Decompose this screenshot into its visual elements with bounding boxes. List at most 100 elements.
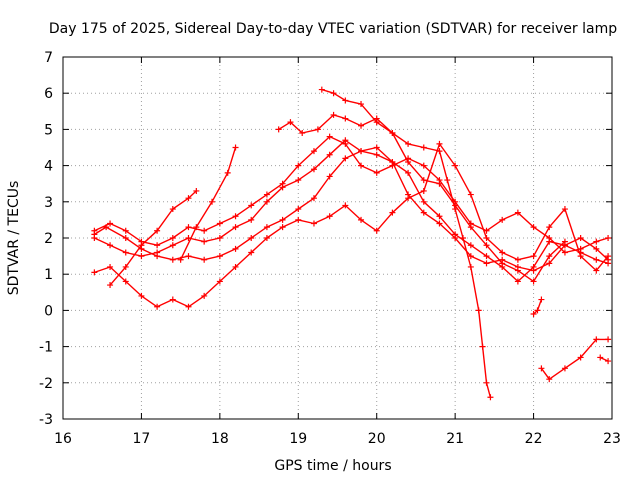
data-point-marker (483, 379, 490, 386)
data-point-marker (514, 256, 521, 263)
data-point-marker (232, 224, 239, 231)
data-point-marker (138, 292, 145, 299)
data-point-marker (326, 213, 333, 220)
data-point-marker (546, 224, 553, 231)
data-point-marker (248, 202, 255, 209)
x-tick-label: 22 (525, 431, 543, 447)
data-point-marker (514, 267, 521, 274)
data-point-marker (436, 148, 443, 155)
data-point-marker (475, 307, 482, 314)
data-point-marker (185, 195, 192, 202)
data-point-marker (436, 140, 443, 147)
data-point-marker (295, 206, 302, 213)
data-point-marker (467, 191, 474, 198)
x-tick-label: 23 (603, 431, 621, 447)
series-line (94, 143, 609, 308)
data-point-marker (275, 126, 282, 133)
data-point-marker (295, 177, 302, 184)
data-point-marker (530, 263, 537, 270)
x-tick-label: 19 (289, 431, 307, 447)
data-point-marker (546, 235, 553, 241)
data-point-marker (201, 292, 208, 299)
data-point-marker (538, 365, 545, 372)
data-point-marker (248, 216, 255, 223)
data-point-marker (232, 144, 239, 151)
data-point-marker (577, 235, 584, 241)
data-point-marker (467, 263, 474, 270)
grid (63, 57, 612, 419)
data-point-marker (232, 263, 239, 270)
data-point-marker (577, 253, 584, 260)
data-point-marker (216, 235, 223, 241)
data-point-marker (177, 256, 184, 263)
data-point-marker (514, 278, 521, 285)
data-point-marker (405, 140, 412, 147)
data-point-marker (483, 260, 490, 267)
data-point-marker (279, 224, 286, 231)
data-point-marker (154, 249, 161, 256)
y-tick-label: 4 (44, 159, 53, 175)
data-point-marker (232, 213, 239, 220)
data-point-marker (593, 238, 600, 245)
data-point-marker (358, 162, 365, 169)
data-point-marker (185, 253, 192, 260)
data-point-marker (107, 242, 114, 249)
series-sat-k (530, 296, 545, 318)
chart-title: Day 175 of 2025, Sidereal Day-to-day VTE… (49, 21, 617, 37)
data-point-marker (436, 180, 443, 187)
data-point-marker (138, 253, 145, 260)
data-point-marker (530, 253, 537, 260)
data-point-marker (358, 148, 365, 155)
data-point-marker (107, 282, 114, 289)
data-point-marker (209, 198, 216, 205)
data-point-marker (467, 224, 474, 231)
data-point-marker (389, 162, 396, 169)
series-sat-e (107, 187, 200, 289)
data-point-marker (91, 235, 98, 241)
data-point-marker (452, 231, 459, 238)
data-point-marker (358, 101, 365, 108)
data-point-marker (169, 206, 176, 213)
data-point-marker (279, 180, 286, 187)
y-tick-label: 2 (44, 231, 53, 247)
series-line (278, 114, 566, 283)
data-point-marker (201, 227, 208, 234)
series-sat-b (91, 137, 612, 285)
data-point-marker (487, 394, 494, 401)
data-point-marker (193, 187, 200, 194)
data-point-marker (122, 249, 129, 256)
data-point-marker (201, 238, 208, 245)
data-point-marker (538, 296, 545, 303)
y-tick-label: -3 (39, 412, 53, 428)
data-point-marker (605, 235, 612, 241)
data-point-marker (420, 187, 427, 194)
data-point-marker (420, 162, 427, 169)
data-point-marker (201, 256, 208, 263)
data-point-marker (373, 119, 380, 126)
y-tick-label: -2 (39, 376, 53, 392)
data-point-marker (459, 235, 466, 241)
data-point-marker (514, 209, 521, 216)
data-point-marker (138, 242, 145, 249)
x-tick-label: 17 (133, 431, 151, 447)
y-tick-label: 5 (44, 122, 53, 138)
data-point-marker (483, 227, 490, 234)
data-point-marker (342, 202, 349, 209)
data-point-marker (436, 220, 443, 227)
series-line (94, 135, 609, 254)
data-point-marker (154, 242, 161, 249)
data-point-marker (444, 177, 451, 184)
data-point-marker (314, 126, 321, 133)
data-point-marker (546, 260, 553, 267)
data-point-marker (530, 278, 537, 285)
data-point-marker (561, 238, 568, 245)
data-point-marker (499, 260, 506, 267)
y-tick-label: 7 (44, 50, 53, 66)
data-point-marker (169, 235, 176, 241)
data-point-marker (593, 245, 600, 252)
data-point-marker (224, 169, 231, 176)
data-point-marker (326, 173, 333, 180)
data-point-marker (107, 263, 114, 270)
